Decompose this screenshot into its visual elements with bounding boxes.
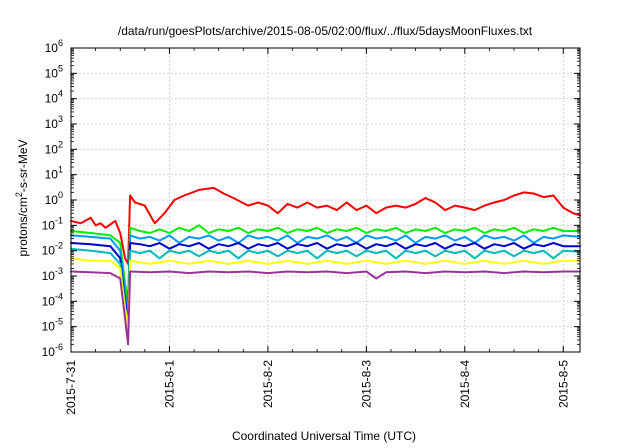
x-tick-label: 2015-8-4 <box>458 360 472 408</box>
y-tick-label: 105 <box>45 63 63 80</box>
y-tick-label: 102 <box>45 139 63 156</box>
y-tick-label: 10-1 <box>42 215 63 232</box>
y-axis-tick-labels: 10-6 10-5 10-4 10-3 10-2 10-1 100 101 102 103 104 1… <box>42 38 63 359</box>
series-line <box>70 242 581 320</box>
x-tick-label: 2015-8-2 <box>261 360 275 408</box>
series-line <box>70 224 581 303</box>
y-tick-label: 104 <box>45 89 63 106</box>
series-line <box>70 247 581 328</box>
data-series <box>70 186 581 346</box>
axis-ticks <box>70 47 580 353</box>
y-tick-label: 101 <box>45 165 63 182</box>
y-tick-label: 10-3 <box>42 266 63 283</box>
x-tick-label: 2015-8-3 <box>359 360 373 408</box>
y-tick-label: 10-6 <box>42 342 63 359</box>
chart-title: /data/run/goesPlots/archive/2015-08-05/0… <box>118 24 533 38</box>
y-tick-label: 103 <box>45 114 63 131</box>
x-tick-label: 2015-8-5 <box>556 360 570 408</box>
y-tick-label: 100 <box>45 190 63 207</box>
y-tick-label: 106 <box>45 38 63 55</box>
y-tick-label: 10-4 <box>42 291 63 308</box>
x-axis-label: Coordinated Universal Time (UTC) <box>232 429 416 443</box>
x-tick-label: 2015-7-31 <box>64 360 78 415</box>
y-tick-label: 10-5 <box>42 317 63 334</box>
series-line <box>70 234 581 310</box>
series-line <box>70 270 581 346</box>
grid-lines <box>71 48 580 352</box>
x-axis-tick-labels: 2015-7-31 2015-8-1 2015-8-2 2015-8-3 2015-8-… <box>64 360 570 415</box>
x-tick-label: 2015-8-1 <box>162 360 176 408</box>
y-axis-label: protons/cm2-s-sr-MeV <box>14 139 30 256</box>
series-line <box>70 257 581 331</box>
y-tick-label: 10-2 <box>42 241 63 258</box>
